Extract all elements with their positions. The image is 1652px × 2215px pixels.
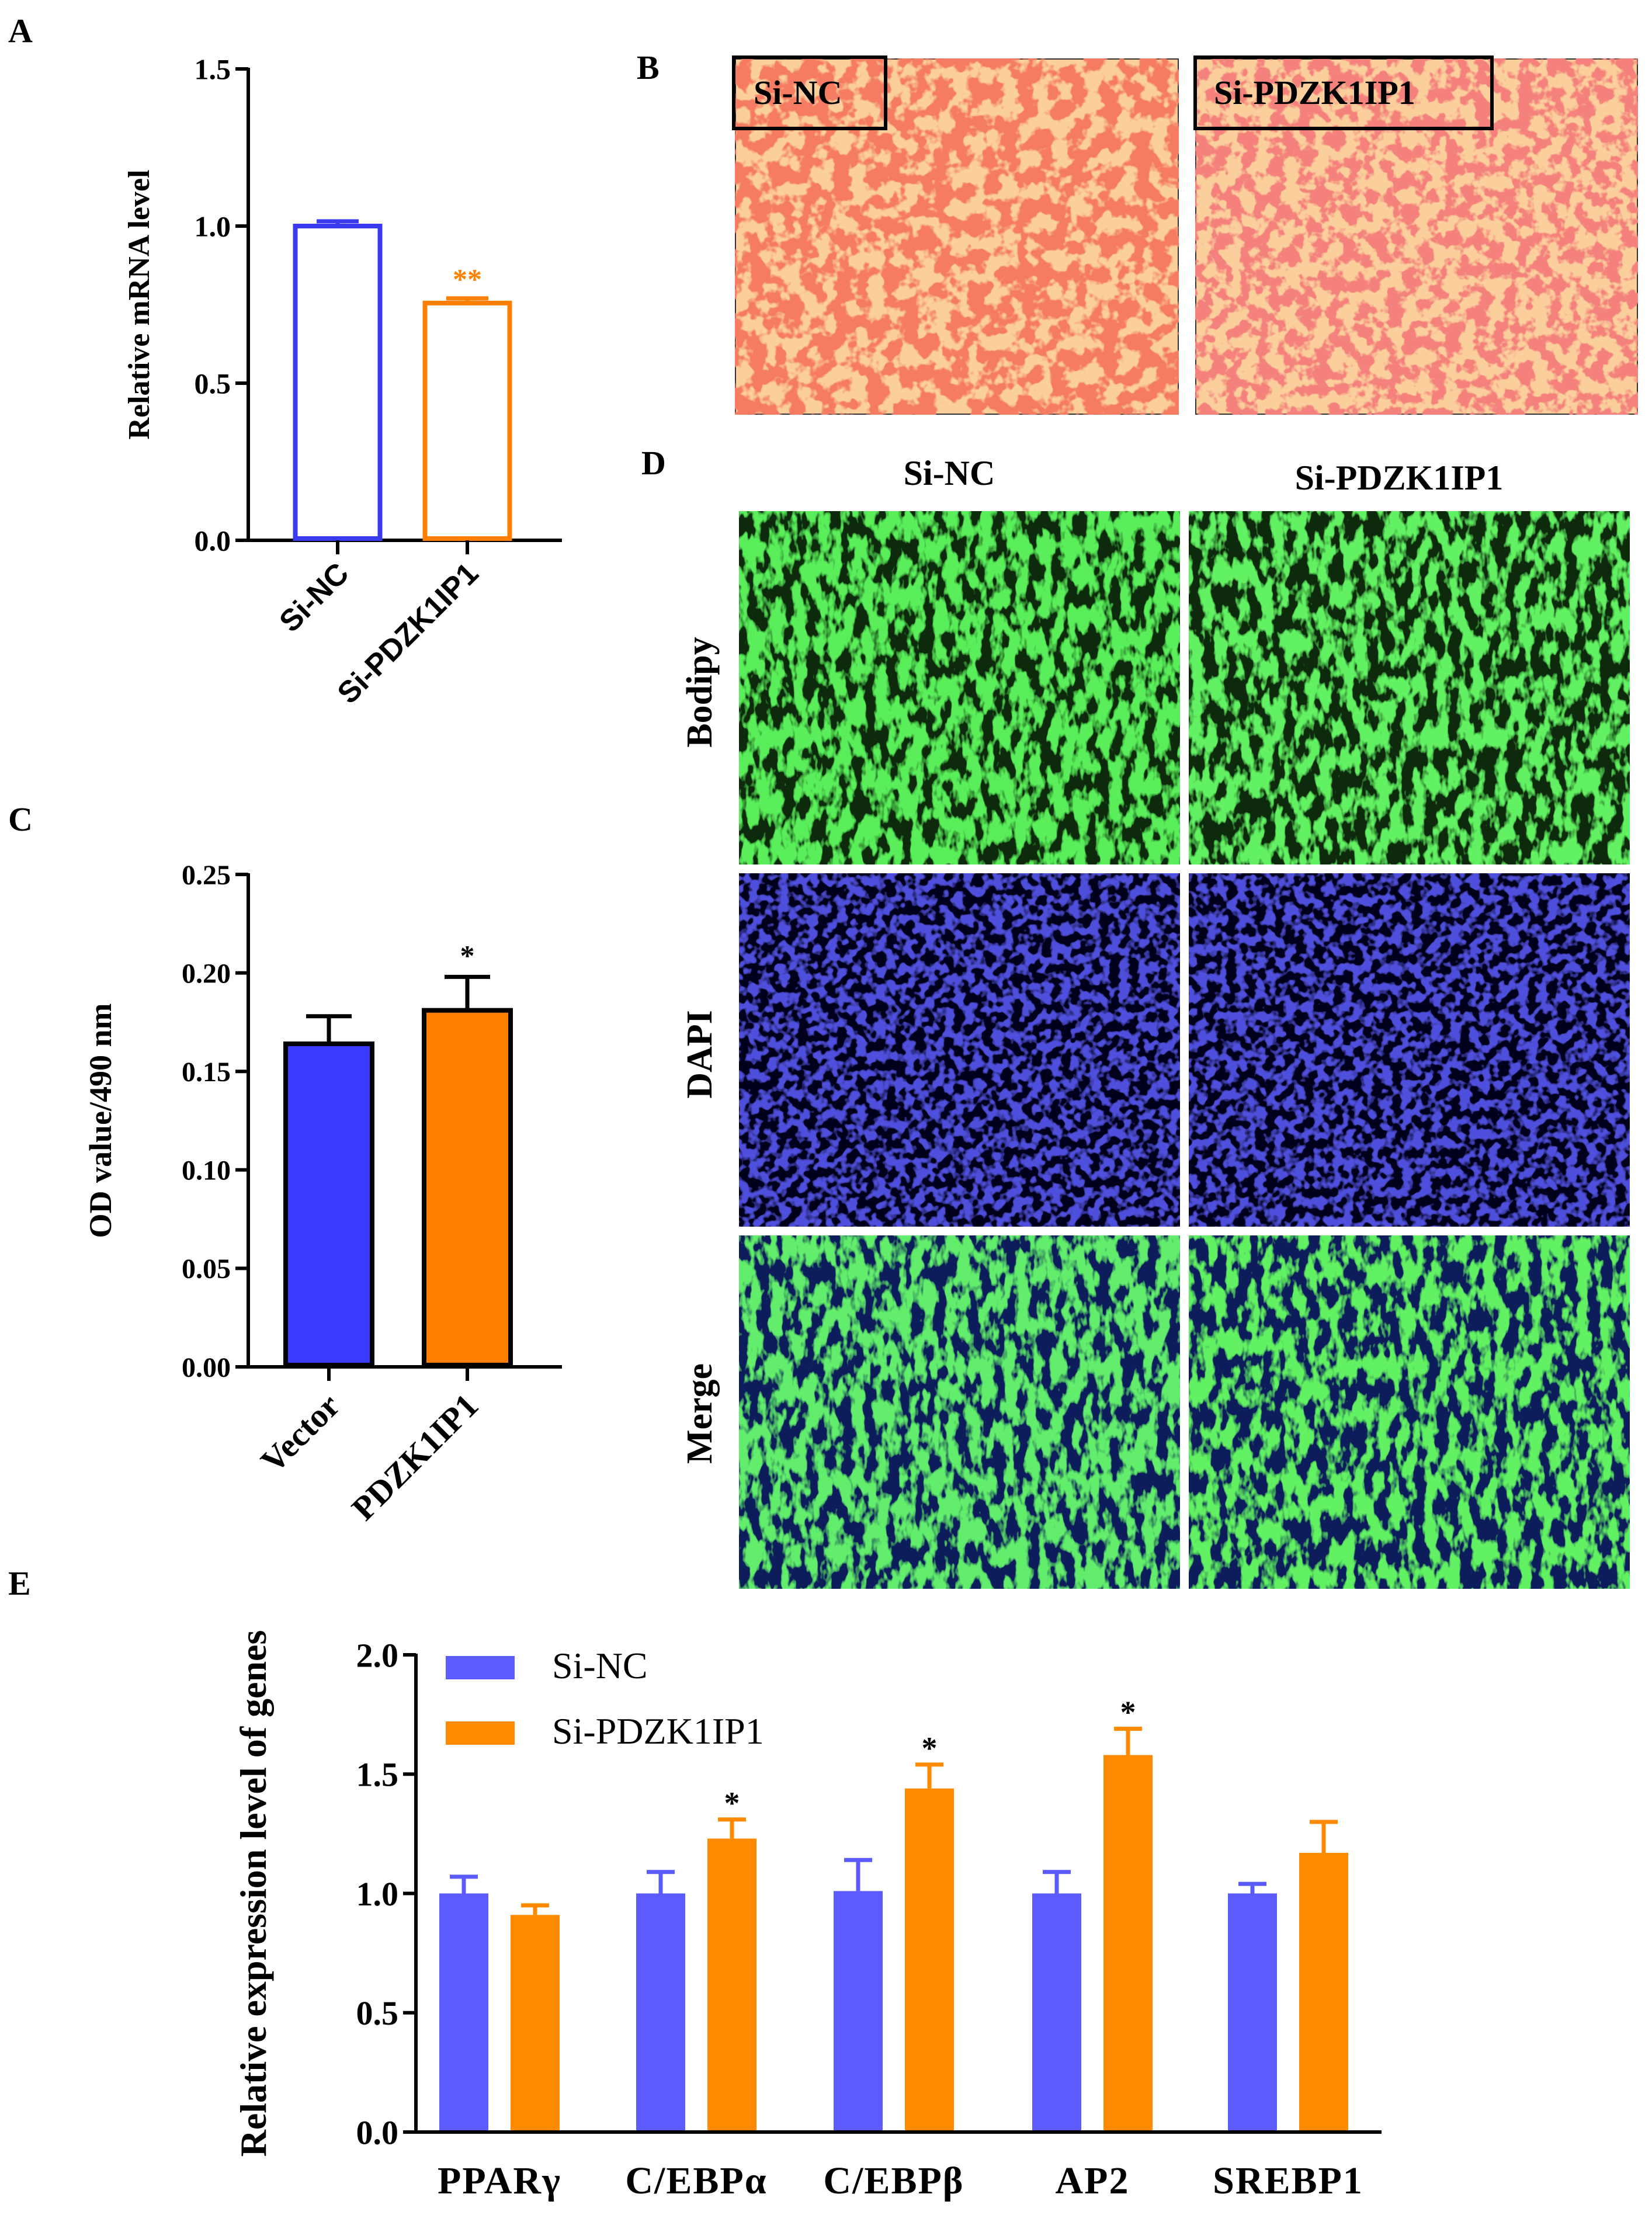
- chart-e-bar-si-pdzk1ip1: [1299, 1853, 1348, 2130]
- row-label-merge: Merge: [680, 1363, 720, 1464]
- chart-e-bar-si-nc: [834, 1891, 883, 2130]
- chart-c-x-tick-label: Vector: [254, 1386, 348, 1480]
- chart-c-bar-pdzk1ip1: [422, 1008, 513, 1367]
- column-label-si-pdzk1ip1: Si-PDZK1IP1: [1295, 459, 1504, 497]
- chart-a-y-tick-label: 0.0: [195, 525, 231, 557]
- chart-e-legend-swatch: [446, 1721, 515, 1745]
- chart-e: 0.0 0.5 1.0 1.5 2.0 Relative expression level…: [232, 1630, 1382, 2202]
- chart-e-x-tick-label: C/EBPα: [625, 2160, 767, 2202]
- merge-image-si-nc: [739, 1235, 1180, 1589]
- bodipy-image-si-nc: [739, 511, 1180, 865]
- chart-a-bar-si-pdzk1ip1: [422, 300, 512, 541]
- chart-c-y-tick-label: 0.00: [182, 1352, 231, 1383]
- chart-c-y-tick-label: 0.20: [182, 958, 231, 989]
- row-label-bodipy: Bodipy: [680, 637, 720, 748]
- panel-letter-d: D: [641, 444, 666, 482]
- dapi-image-si-nc: [739, 873, 1180, 1227]
- chart-e-x-tick-label: C/EBPβ: [823, 2160, 964, 2202]
- chart-c-y-axis-label: OD value/490 nm: [83, 1003, 118, 1238]
- chart-e-significance: *: [1120, 1695, 1136, 1730]
- label-si-nc: Si-NC: [754, 74, 842, 112]
- chart-c-significance: *: [460, 939, 475, 971]
- oil-red-image-si-pdzk1ip1: [1194, 57, 1639, 416]
- panel-letter-b: B: [637, 48, 660, 86]
- chart-e-bar-si-pdzk1ip1: [1103, 1755, 1153, 2130]
- chart-e-legend-label: Si-PDZK1IP1: [552, 1710, 764, 1752]
- chart-a-significance: **: [453, 263, 482, 296]
- panel-d-images: Si-NC Si-PDZK1IP1 Bodipy DAPI Merge: [680, 454, 1630, 1589]
- chart-e-y-tick-label: 1.0: [356, 1875, 399, 1913]
- panel-letter-e: E: [8, 1564, 31, 1602]
- panel-b-images: Si-NC Si-PDZK1IP1: [732, 55, 1639, 416]
- chart-e-y-tick-label: 1.5: [356, 1756, 399, 1794]
- chart-a-y-axis-label: Relative mRNA level: [123, 169, 156, 439]
- chart-e-x-tick-label: SREBP1: [1213, 2160, 1363, 2202]
- bodipy-image-si-pdzk1ip1: [1189, 511, 1630, 865]
- chart-e-legend-label: Si-NC: [552, 1645, 648, 1686]
- chart-e-bar-si-pdzk1ip1: [707, 1838, 756, 2130]
- chart-e-x-tick-label: AP2: [1056, 2160, 1130, 2202]
- chart-c-y-tick-label: 0.15: [182, 1057, 231, 1088]
- chart-e-y-tick-label: 0.5: [356, 1994, 399, 2032]
- column-label-si-nc: Si-NC: [904, 454, 995, 492]
- chart-c: 0.00 0.05 0.10 0.15 0.20 0.25 OD value/490 nm *…: [83, 860, 562, 1527]
- oil-red-image-si-nc: [734, 57, 1180, 416]
- chart-e-x-tick-label: PPARγ: [438, 2160, 561, 2202]
- chart-e-bar-si-pdzk1ip1: [511, 1915, 560, 2130]
- chart-e-significance: *: [922, 1731, 938, 1766]
- chart-e-legend-swatch: [446, 1656, 515, 1679]
- chart-a-x-tick-label: Si-NC: [273, 556, 355, 638]
- chart-e-significance: *: [724, 1786, 740, 1821]
- chart-e-y-tick-label: 0.0: [356, 2113, 399, 2151]
- chart-c-y-tick-label: 0.10: [182, 1155, 231, 1186]
- chart-c-y-tick-label: 0.05: [182, 1254, 231, 1284]
- chart-e-bar-si-nc: [439, 1893, 488, 2130]
- panel-letter-c: C: [8, 800, 33, 838]
- chart-e-bar-si-nc: [636, 1893, 685, 2130]
- row-label-dapi: DAPI: [680, 1010, 720, 1099]
- chart-e-bar-si-nc: [1032, 1893, 1081, 2130]
- chart-a-y-tick-label: 1.0: [195, 210, 231, 243]
- merge-image-si-pdzk1ip1: [1189, 1235, 1630, 1589]
- label-si-pdzk1ip1: Si-PDZK1IP1: [1214, 74, 1415, 112]
- chart-c-y-tick-label: 0.25: [182, 860, 231, 891]
- chart-a-bar-si-nc: [293, 224, 383, 541]
- chart-c-bar-vector: [283, 1041, 374, 1367]
- label-box-si-nc: [732, 55, 887, 130]
- dapi-image-si-pdzk1ip1: [1189, 873, 1630, 1227]
- chart-e-bar-si-nc: [1228, 1893, 1277, 2130]
- chart-a-y-tick-label: 0.5: [195, 367, 231, 400]
- chart-e-y-axis-label: Relative expression level of genes: [232, 1630, 274, 2157]
- chart-e-bar-si-pdzk1ip1: [905, 1788, 954, 2130]
- chart-e-y-tick-label: 2.0: [356, 1636, 399, 1674]
- label-box-si-pdzk1ip1: [1193, 55, 1494, 130]
- chart-c-x-tick-label: PDZK1IP1: [344, 1386, 485, 1527]
- panel-letter-a: A: [8, 12, 33, 50]
- chart-a-y-tick-label: 1.5: [195, 53, 231, 86]
